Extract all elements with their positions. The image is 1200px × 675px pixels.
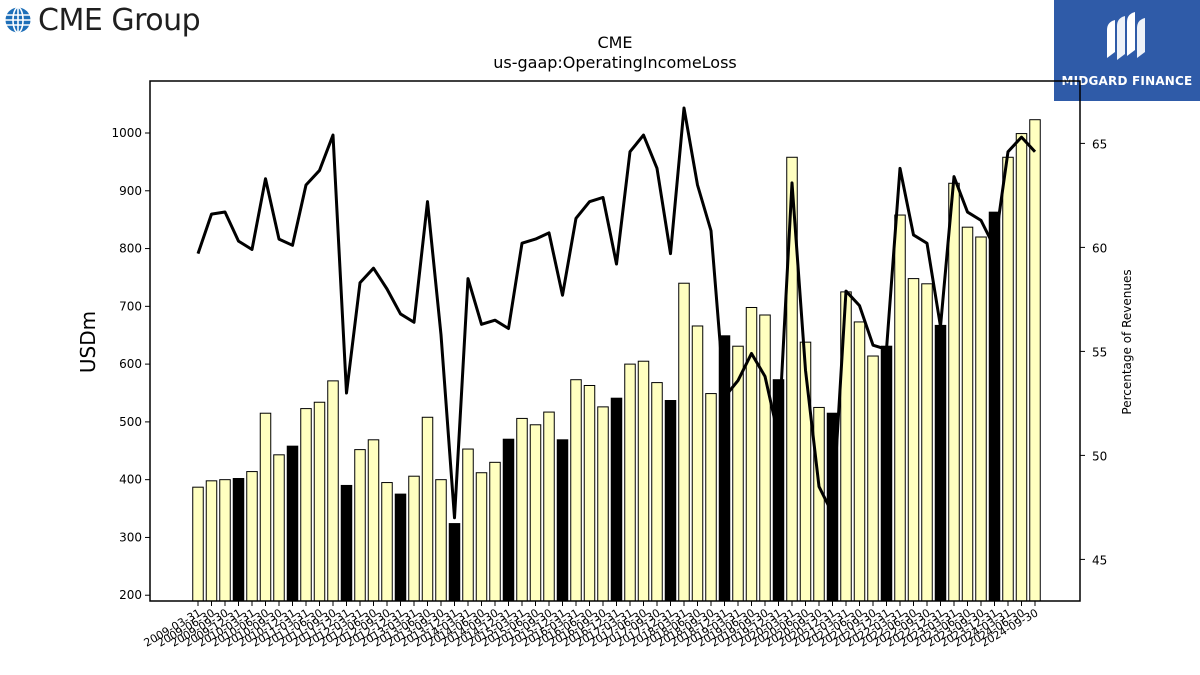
- bar: [664, 400, 677, 602]
- bar: [462, 448, 474, 602]
- bar: [853, 321, 866, 602]
- chart-title: CME: [597, 33, 632, 52]
- bar: [975, 236, 987, 602]
- bar: [894, 214, 906, 602]
- y2-axis-label: Percentage of Revenues: [1120, 269, 1134, 414]
- bar: [934, 324, 947, 602]
- bar: [529, 424, 542, 602]
- bar: [705, 393, 717, 602]
- midgard-finance-wordmark: MIDGARD FINANCE: [1061, 74, 1193, 88]
- bar: [421, 416, 434, 602]
- bar: [570, 379, 582, 602]
- bar: [489, 461, 501, 602]
- y-axis-label: USDm: [76, 311, 100, 373]
- bar: [921, 283, 933, 602]
- bar: [381, 482, 393, 602]
- y-tick-label: 1000: [111, 126, 142, 140]
- bar: [192, 486, 204, 602]
- bar: [867, 355, 879, 602]
- bar: [286, 445, 299, 602]
- globe-icon: [5, 6, 31, 34]
- y-tick-label: 400: [119, 473, 142, 487]
- bar: [340, 484, 353, 602]
- cme-group-wordmark: CME Group: [38, 2, 201, 38]
- bar: [543, 411, 555, 602]
- bar: [300, 408, 312, 602]
- bar: [610, 397, 623, 602]
- line-series: [196, 106, 1037, 520]
- bar: [246, 471, 258, 602]
- y-tick-label: 300: [119, 530, 142, 544]
- bar: [948, 182, 960, 602]
- y2-tick-label: 50: [1092, 449, 1107, 463]
- bar: [205, 480, 218, 602]
- y-tick-label: 500: [119, 415, 142, 429]
- bar: [813, 406, 825, 602]
- bar: [651, 382, 663, 602]
- bar: [1015, 133, 1028, 602]
- bar: [718, 335, 731, 602]
- plot-frame: [149, 80, 1081, 602]
- bar: [597, 406, 609, 602]
- bar: [988, 211, 1001, 602]
- bar: [1029, 119, 1041, 602]
- x-axis: 2009-03-312009-06-302009-09-302009-12-31…: [142, 601, 1041, 650]
- bar: [745, 306, 758, 602]
- y-tick-label: 600: [119, 357, 142, 371]
- bar: [367, 439, 380, 602]
- bar: [678, 282, 690, 602]
- midgard-mark-icon: [1107, 12, 1145, 60]
- y2-tick-label: 55: [1092, 345, 1107, 359]
- bar: [907, 278, 920, 602]
- bar: [354, 449, 366, 602]
- bar: [232, 478, 245, 602]
- bar: [691, 325, 704, 602]
- y-tick-label: 700: [119, 299, 142, 313]
- bar: [394, 493, 407, 602]
- y-tick-label: 900: [119, 184, 142, 198]
- bar: [327, 380, 339, 602]
- bar: [961, 226, 974, 602]
- bar: [435, 479, 447, 602]
- bar: [273, 454, 285, 602]
- line-layer: [196, 106, 1037, 520]
- y-tick-label: 800: [119, 242, 142, 256]
- bar: [637, 360, 650, 602]
- y-axis-left: 200 300 400 500 600 700 800 900 1000: [111, 126, 150, 602]
- cme-group-logo: CME Group: [4, 2, 201, 38]
- bar: [516, 417, 528, 602]
- bar: [448, 523, 461, 602]
- bars-layer: [192, 119, 1041, 602]
- y2-tick-label: 45: [1092, 553, 1107, 567]
- bar: [759, 314, 771, 602]
- bar: [583, 384, 596, 602]
- y2-tick-label: 60: [1092, 241, 1107, 255]
- y-tick-label: 200: [119, 588, 142, 602]
- bar: [408, 475, 420, 602]
- bar: [219, 479, 231, 602]
- bar: [259, 412, 272, 602]
- midgard-finance-logo: MIDGARD FINANCE: [1054, 0, 1200, 101]
- y-axis-right: 45 50 55 60 65: [1080, 137, 1107, 567]
- bar: [624, 363, 636, 602]
- bar: [880, 345, 893, 602]
- y2-tick-label: 65: [1092, 137, 1107, 151]
- bar: [1002, 156, 1014, 602]
- bar: [313, 401, 326, 602]
- chart-subtitle: us-gaap:OperatingIncomeLoss: [493, 53, 737, 72]
- bar: [475, 472, 488, 602]
- bar: [502, 438, 515, 602]
- bar: [556, 439, 569, 602]
